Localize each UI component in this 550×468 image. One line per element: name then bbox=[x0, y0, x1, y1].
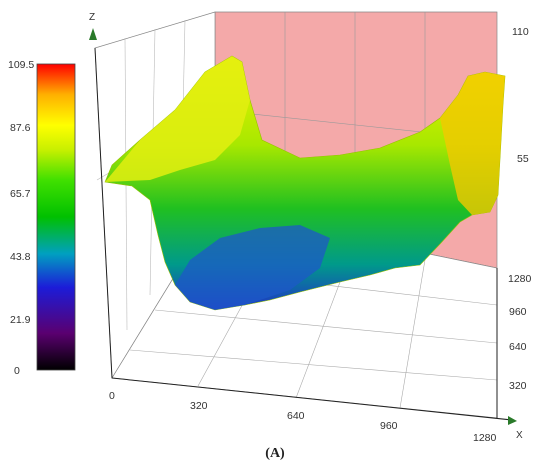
z-axis-line bbox=[94, 47, 113, 379]
x-tick-label: 0 bbox=[109, 390, 115, 402]
surface-trough bbox=[175, 225, 330, 310]
y-tick-label: 1280 bbox=[508, 273, 532, 285]
floor-gridline bbox=[399, 253, 427, 409]
z-tick-label: 110 bbox=[512, 26, 529, 38]
colorbar-tick-label: 65.7 bbox=[10, 188, 31, 200]
z-axis-label: Z bbox=[89, 12, 95, 23]
figure-caption: (A) bbox=[265, 446, 285, 461]
x-axis-label: X bbox=[516, 430, 523, 441]
y-tick-label: 320 bbox=[509, 380, 527, 392]
surface-right-ridge bbox=[440, 72, 505, 215]
surface-left-ridge bbox=[105, 56, 250, 182]
colorbar-tick-label: 109.5 bbox=[8, 59, 34, 71]
x-axis-line bbox=[111, 377, 513, 421]
x-tick-label: 640 bbox=[287, 410, 305, 422]
z-axis-arrow bbox=[89, 28, 97, 40]
x-axis-arrow bbox=[508, 416, 517, 425]
x-tick-label: 960 bbox=[380, 420, 398, 432]
colorbar-tick-label: 87.6 bbox=[10, 122, 31, 134]
x-tick-label: 320 bbox=[190, 400, 208, 412]
y-tick-label: 960 bbox=[509, 306, 527, 318]
x-tick-label: 1280 bbox=[473, 432, 497, 444]
floor-gridline bbox=[154, 309, 498, 344]
colorbar-ticks: 109.5 87.6 65.7 43.8 21.9 0 bbox=[8, 59, 34, 377]
colorbar bbox=[36, 63, 76, 371]
colorbar-tick-label: 0 bbox=[14, 365, 20, 377]
colorbar-tick-label: 21.9 bbox=[10, 314, 31, 326]
y-tick-label: 640 bbox=[509, 341, 527, 353]
colorbar-tick-label: 43.8 bbox=[10, 251, 31, 263]
floor-gridline bbox=[129, 349, 498, 381]
z-tick-label: 55 bbox=[517, 153, 529, 165]
